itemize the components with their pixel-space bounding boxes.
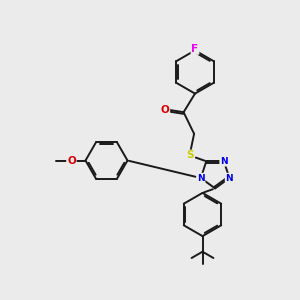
Text: S: S [186, 150, 194, 161]
Text: F: F [191, 44, 199, 54]
Text: O: O [160, 105, 169, 115]
Text: N: N [220, 157, 228, 166]
Text: N: N [197, 173, 205, 182]
Text: O: O [67, 155, 76, 166]
Text: N: N [226, 173, 233, 182]
